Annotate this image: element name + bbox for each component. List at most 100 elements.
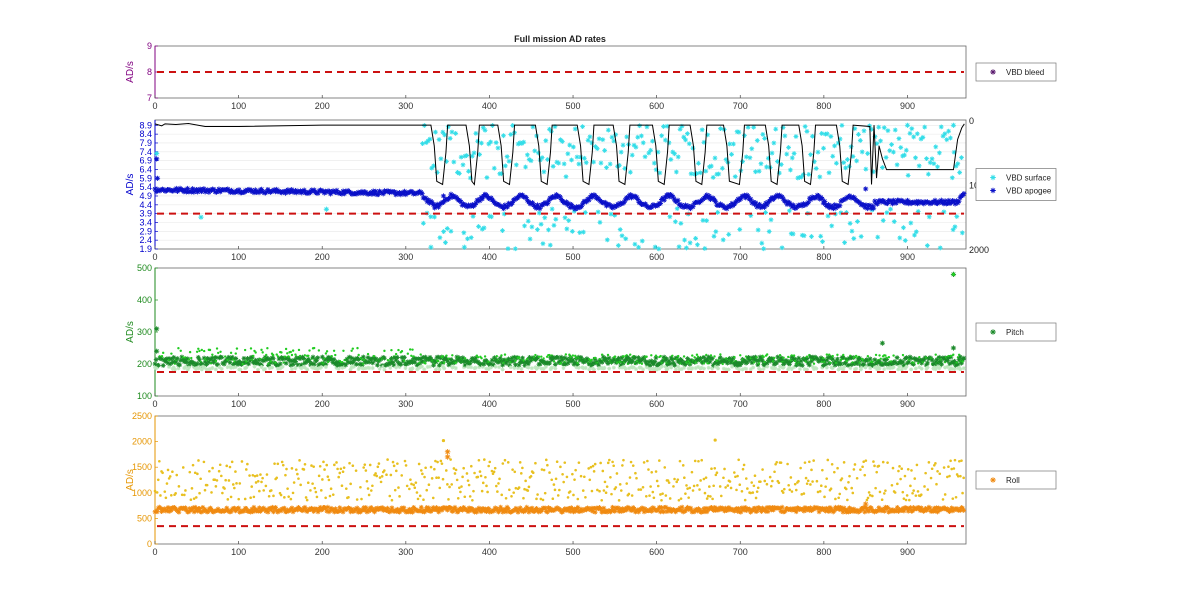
roll-dot: [736, 474, 739, 478]
roll-dot: [392, 464, 396, 468]
vbd-surface-point: [861, 128, 867, 134]
pitch-dot: [317, 349, 321, 352]
pitch-dot: [170, 352, 173, 355]
roll-dot: [435, 476, 438, 480]
x-tick-label: 600: [649, 101, 664, 111]
roll-dot: [440, 462, 444, 465]
pitch-low-point: [634, 367, 639, 372]
pitch-low-point: [525, 364, 530, 369]
pitch-low-point: [543, 364, 548, 369]
pitch-low-point: [270, 365, 275, 370]
vbd-surface-point: [878, 138, 883, 144]
roll-point: [363, 505, 369, 510]
pitch-low-point: [882, 367, 887, 372]
roll-dot: [809, 483, 812, 486]
roll-dot: [911, 491, 914, 495]
roll-dot: [255, 474, 259, 477]
vbd-apogee-point: [649, 204, 655, 210]
roll-dot: [641, 485, 645, 489]
roll-point: [592, 509, 598, 515]
vbd-surface-point: [926, 214, 932, 220]
roll-dot: [738, 483, 742, 486]
vbd-apogee-point: [815, 193, 822, 199]
pitch-dot: [568, 353, 571, 356]
roll-point: [679, 504, 685, 510]
pitch-low-point: [219, 366, 224, 371]
roll-dot: [603, 480, 607, 484]
roll-dot: [323, 468, 326, 471]
vbd-apogee-point: [327, 191, 334, 197]
roll-point: [713, 508, 719, 513]
vbd-apogee-point: [904, 197, 911, 204]
roll-dot: [369, 489, 373, 492]
pitch-point: [346, 354, 352, 360]
vbd-surface-point: [564, 226, 570, 232]
pitch-point: [382, 355, 387, 361]
pitch-point: [316, 362, 322, 368]
pitch-low-point: [740, 367, 745, 372]
pitch-point: [293, 359, 298, 364]
vbd-surface-point: [937, 150, 942, 156]
pitch-dot: [366, 352, 370, 356]
vbd-surface-point: [753, 169, 758, 175]
roll-point: [281, 505, 287, 511]
pitch-point: [393, 357, 399, 363]
roll-point: [205, 509, 211, 514]
pitch-low-point: [526, 365, 531, 370]
pitch-point: [585, 357, 591, 363]
vbd-surface-point: [567, 142, 573, 148]
pitch-point: [764, 360, 770, 366]
roll-dot: [890, 483, 894, 487]
y-tick-label: 4.4: [139, 200, 152, 210]
roll-dot: [542, 468, 546, 472]
pitch-low-point: [617, 365, 622, 370]
roll-dot: [167, 477, 171, 480]
pitch-low-point: [693, 366, 698, 371]
pitch-point: [195, 354, 201, 360]
roll-dot: [485, 484, 488, 488]
roll-point: [918, 505, 924, 511]
pitch-point: [183, 357, 188, 363]
vbd-surface-point: [778, 162, 784, 167]
vbd-apogee-point: [190, 186, 196, 192]
roll-dot: [847, 480, 850, 484]
roll-dot: [661, 492, 664, 495]
vbd-apogee-point: [583, 199, 590, 205]
pitch-point: [323, 361, 329, 367]
pitch-point: [961, 355, 967, 361]
roll-point: [264, 507, 270, 513]
roll-dot: [938, 472, 942, 476]
vbd-surface-point: [881, 125, 887, 131]
pitch-point: [194, 361, 200, 367]
pitch-dot: [260, 348, 263, 352]
pitch-point: [165, 360, 171, 366]
pitch-low-point: [186, 365, 191, 370]
roll-dot: [250, 485, 254, 488]
vbd-apogee-point: [884, 200, 891, 207]
roll-dot: [769, 484, 773, 488]
pitch-point: [360, 354, 366, 360]
roll-point: [268, 507, 274, 513]
pitch-low-point: [686, 366, 691, 371]
pitch-point: [823, 362, 829, 367]
vbd-surface-point: [813, 166, 819, 171]
x-tick-label: 900: [900, 101, 915, 111]
vbd-apogee-point: [307, 189, 314, 196]
pitch-point: [819, 357, 825, 362]
roll-point: [667, 506, 673, 512]
vbd-surface-point: [715, 210, 721, 215]
pitch-dot: [234, 352, 237, 355]
vbd-surface-point: [615, 243, 621, 248]
series-group: [152, 438, 967, 515]
pitch-low-point: [259, 365, 264, 370]
x-tick-label: 200: [315, 101, 330, 111]
vbd-apogee-point: [152, 186, 158, 192]
vbd-apogee-point: [400, 191, 406, 197]
vbd-apogee-point: [819, 196, 825, 202]
x-tick-label: 100: [231, 252, 246, 262]
pitch-low-point: [638, 365, 643, 370]
pitch-dot: [197, 347, 200, 350]
pitch-point: [563, 361, 569, 367]
pitch-dot: [226, 358, 229, 362]
roll-dot: [221, 491, 224, 495]
